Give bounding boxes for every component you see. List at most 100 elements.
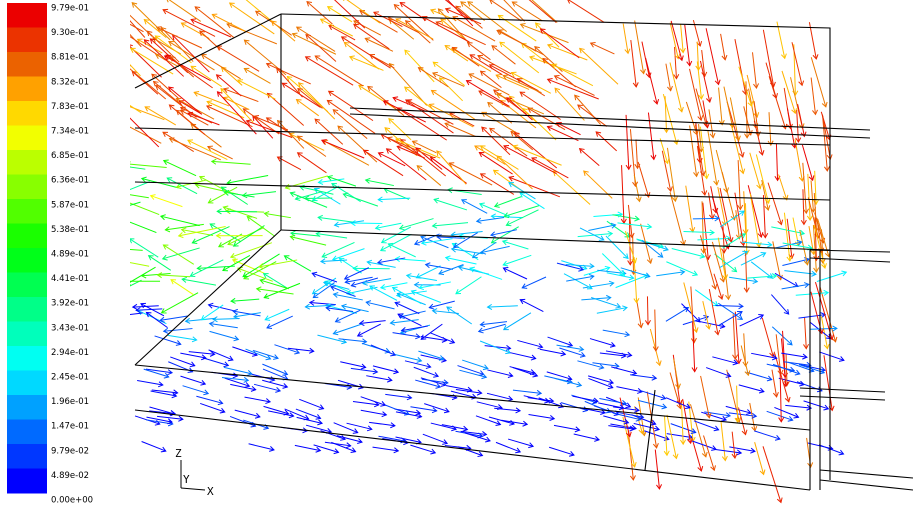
vector	[297, 417, 322, 423]
vector	[686, 186, 693, 232]
vector	[462, 200, 487, 213]
vector	[354, 21, 381, 35]
colorbar-label: 7.83e-01	[51, 102, 89, 112]
vector	[681, 24, 684, 52]
vector	[646, 58, 658, 104]
vector	[567, 0, 604, 22]
vector	[338, 126, 377, 162]
colorbar-label: 2.45e-01	[51, 373, 89, 383]
vector	[819, 445, 844, 454]
colorbar-label: 4.89e-01	[51, 250, 89, 260]
colorbar-label: 7.34e-01	[51, 127, 89, 137]
vector	[691, 287, 694, 343]
vector	[574, 434, 599, 440]
vector	[162, 293, 199, 313]
vector	[129, 239, 158, 257]
colorbar-label: 3.92e-01	[51, 299, 89, 309]
vector	[772, 370, 777, 397]
vector	[361, 410, 387, 415]
vector	[367, 262, 395, 267]
colorbar-label: 4.89e-02	[51, 471, 89, 481]
vector	[768, 183, 781, 225]
vector	[262, 380, 287, 387]
vector	[243, 192, 276, 196]
vector	[262, 364, 287, 374]
vector	[267, 316, 293, 328]
vector	[164, 161, 196, 176]
vector	[684, 232, 715, 233]
vector	[606, 236, 628, 258]
vector	[297, 27, 335, 51]
vector	[321, 19, 353, 36]
x-label: X	[207, 485, 214, 498]
vector	[805, 317, 807, 348]
vector	[232, 347, 257, 355]
vector	[685, 25, 690, 66]
vector	[245, 397, 271, 402]
vector	[400, 219, 434, 229]
colorbar-label: 3.43e-01	[51, 323, 89, 333]
vector	[667, 148, 675, 201]
vector	[437, 151, 466, 184]
vector	[475, 146, 505, 165]
vector	[405, 50, 434, 82]
vector	[299, 399, 323, 408]
vector	[520, 300, 543, 312]
vector	[378, 198, 410, 200]
vector	[664, 416, 667, 455]
vector	[496, 442, 520, 452]
vector	[718, 238, 726, 280]
vector	[719, 88, 723, 125]
color-swatch	[7, 224, 47, 249]
vector	[334, 423, 358, 433]
vector	[384, 405, 409, 415]
vector	[388, 244, 415, 257]
vector	[763, 30, 773, 87]
vector	[316, 233, 347, 238]
vector	[231, 299, 259, 301]
vector	[395, 302, 419, 313]
color-swatch	[7, 371, 47, 396]
vector	[213, 319, 240, 320]
colorbar-label: 6.85e-01	[51, 151, 89, 161]
vector	[407, 275, 437, 280]
vector	[721, 422, 725, 461]
colorbar-label: 4.41e-01	[51, 274, 89, 284]
vector	[824, 355, 832, 410]
vector	[378, 153, 405, 166]
color-swatch	[7, 248, 47, 273]
vector	[400, 311, 426, 317]
vector	[638, 400, 666, 407]
vector	[406, 21, 431, 43]
vector	[766, 63, 776, 98]
vector	[210, 323, 238, 327]
vector	[422, 17, 469, 42]
vector	[803, 189, 804, 224]
vector	[712, 357, 737, 364]
vector	[751, 262, 772, 278]
vector	[738, 160, 740, 209]
vector	[189, 352, 215, 355]
vector	[324, 282, 349, 289]
vector	[393, 333, 420, 337]
vector	[681, 304, 699, 322]
vector	[771, 227, 804, 234]
vector	[227, 24, 277, 44]
vector	[513, 146, 561, 165]
vector	[769, 112, 771, 145]
vector	[200, 403, 225, 412]
vector	[597, 308, 627, 314]
vector	[508, 439, 533, 446]
vector	[724, 87, 733, 128]
vector	[126, 267, 156, 285]
vector	[503, 268, 527, 279]
vector	[762, 318, 773, 357]
vector	[136, 309, 162, 310]
vector	[354, 24, 389, 49]
vector	[787, 219, 792, 258]
vector	[212, 161, 251, 164]
vector	[555, 88, 584, 120]
vector	[278, 121, 304, 149]
color-swatch	[7, 175, 47, 200]
vector	[726, 406, 751, 413]
